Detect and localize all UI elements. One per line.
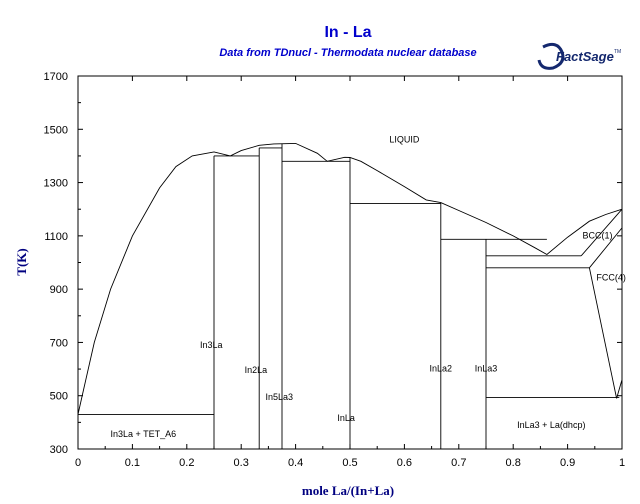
phase-boundary-line [580, 208, 623, 257]
x-tick-label: 0.5 [342, 457, 357, 469]
x-tick-label: 0.9 [560, 457, 575, 469]
x-tick-labels: 0 0.1 0.2 0.3 0.4 0.5 0.6 0.7 0.8 0.9 1 [75, 457, 625, 469]
chart-title: In - La [324, 24, 371, 41]
phase-label: In5La3 [266, 392, 294, 402]
y-axis-label: T(K) [14, 248, 29, 275]
y-tick-label: 1500 [44, 124, 68, 136]
factsage-logo: FactSage TM [537, 42, 621, 70]
x-tick-label: 0.7 [451, 457, 466, 469]
phase-label: LIQUID [389, 135, 420, 145]
x-tick-label: 0.6 [397, 457, 412, 469]
y-tick-label: 700 [50, 337, 68, 349]
liquidus-curve [77, 142, 623, 415]
phase-label: InLa3 [475, 364, 498, 374]
x-tick-label: 0 [75, 457, 81, 469]
phase-label: FCC(4) [596, 273, 626, 283]
phase-label: BCC(1) [582, 231, 612, 241]
phase-boundary-line [589, 227, 623, 269]
phase-label: InLa2 [430, 364, 453, 374]
phase-label: In3La [200, 340, 223, 350]
chart-subtitle: Data from TDnucl - Thermodata nuclear da… [219, 47, 476, 59]
x-tick-label: 0.3 [234, 457, 249, 469]
x-axis-label: mole La/(In+La) [302, 483, 394, 498]
y-tick-label: 300 [50, 444, 68, 456]
y-tick-label: 1700 [44, 71, 68, 83]
phase-label: In3La + TET_A6 [110, 429, 176, 439]
x-tick-label: 0.8 [506, 457, 521, 469]
phase-boundaries [77, 142, 623, 449]
phase-label: In2La [245, 365, 268, 375]
logo-trademark: TM [614, 49, 621, 55]
y-tick-label: 500 [50, 391, 68, 403]
logo-text: FactSage [556, 49, 614, 64]
y-tick-labels: 300 500 700 900 1100 1300 1500 1700 [44, 71, 68, 456]
phase-boundary-line [588, 267, 618, 399]
x-tick-label: 1 [619, 457, 625, 469]
phase-label: InLa [337, 413, 355, 423]
logo-swoosh-icon [537, 42, 565, 70]
phase-boundary-line [616, 379, 623, 399]
y-tick-label: 900 [50, 284, 68, 296]
x-tick-label: 0.1 [125, 457, 140, 469]
y-tick-label: 1300 [44, 178, 68, 190]
x-tick-label: 0.4 [288, 457, 303, 469]
y-tick-label: 1100 [44, 231, 68, 243]
phase-labels: LIQUID BCC(1) FCC(4) In3La In2La In5La3 InLa In… [110, 135, 625, 439]
phase-label: InLa3 + La(dhcp) [517, 420, 585, 430]
x-tick-label: 0.2 [179, 457, 194, 469]
